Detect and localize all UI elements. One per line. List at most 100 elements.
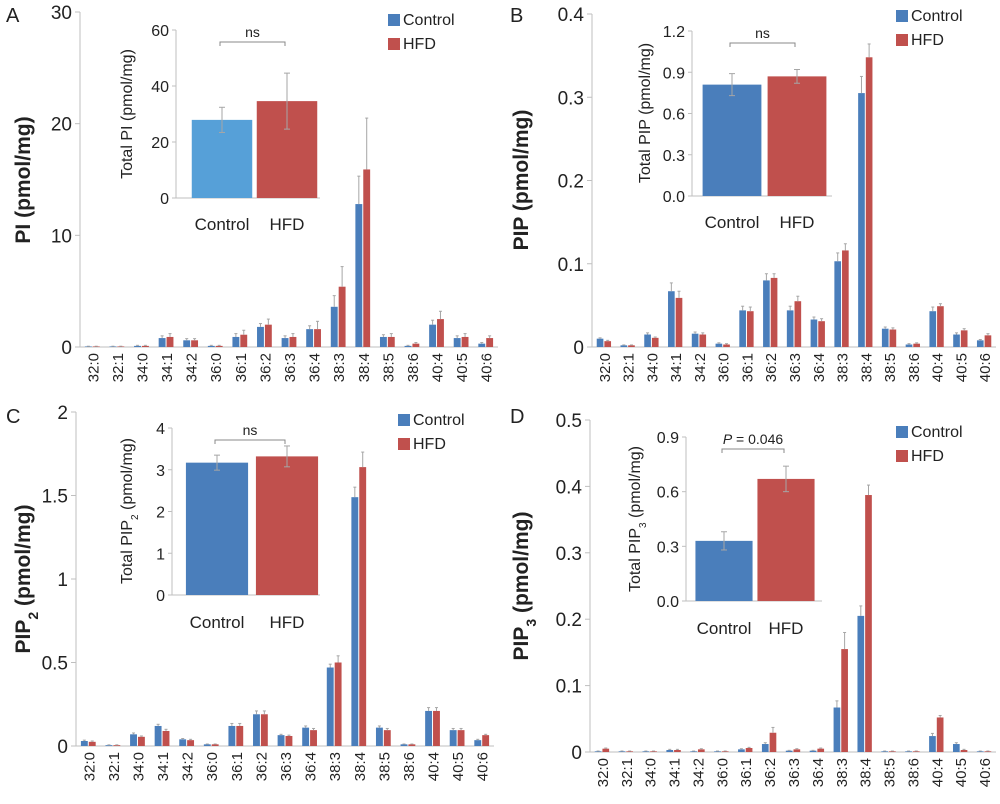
inset-y-axis-label: Total PIP3 (pmol/mg)	[627, 446, 649, 592]
bar-control	[881, 751, 889, 752]
y-axis-label: PIP2 (pmol/mg)	[12, 505, 41, 654]
x-tick-label: 38:6	[405, 353, 422, 382]
inset-y-tick-label: 0	[160, 191, 169, 208]
bar-control	[786, 310, 794, 347]
y-tick-label: 0.2	[558, 172, 584, 193]
y-tick-label: 0.3	[556, 544, 582, 565]
inset-y-axis-label: Total PI (pmol/mg)	[119, 49, 136, 179]
x-tick-label: 38:3	[835, 353, 852, 382]
x-tick-label: 36:3	[282, 353, 299, 382]
y-tick-label: 0.1	[558, 255, 584, 276]
inset-x-tick-label: Control	[195, 215, 250, 234]
x-tick-label: 38:5	[376, 752, 393, 781]
bar-control	[763, 280, 770, 347]
legend-swatch-control	[896, 10, 908, 22]
inset-y-tick-label: 2	[156, 505, 165, 522]
panel-b: B 0 0.1 0.2 0.3 0.4 PIP (pmol/mg) 32:0 32:1 34:0…	[510, 5, 996, 382]
significance-bracket	[721, 448, 785, 453]
bar-hfd	[651, 337, 659, 347]
y-tick-label: 20	[51, 115, 72, 136]
bar-control	[105, 745, 113, 746]
significance-bracket	[729, 42, 796, 47]
bar-hfd	[842, 250, 849, 347]
bar-hfd	[461, 336, 469, 347]
bar-hfd	[264, 324, 272, 347]
bar-control	[929, 311, 937, 347]
inset-chart: 0.0 0.3 0.6 0.9 1.2 Total PIP (pmol/mg) Contro…	[637, 24, 832, 232]
bar-hfd	[166, 336, 174, 347]
bar-hfd	[723, 344, 730, 347]
bar-hfd	[937, 306, 944, 347]
bar-control	[668, 291, 675, 347]
y-tick-label: 1	[57, 570, 68, 591]
x-tick-label: 34:0	[134, 353, 151, 382]
bar-hfd	[260, 714, 268, 746]
panel-letter-c: C	[6, 406, 20, 428]
bar-control	[857, 615, 865, 752]
x-tick-label: 36:0	[208, 353, 225, 382]
bar-hfd	[191, 340, 199, 347]
bar-hfd	[602, 748, 610, 752]
bar-control	[379, 336, 387, 347]
inset-y-tick-label: 1.2	[663, 24, 685, 41]
bar-control	[404, 345, 412, 347]
panel-c: C 0 0.5 1 1.5 2 PIP2 (pmol/mg) 32:0 32:1 34:0 34:…	[6, 403, 494, 781]
bar-control	[834, 261, 842, 347]
bar-hfd	[770, 277, 778, 347]
legend-swatch-control	[896, 426, 908, 438]
y-tick-label: 30	[51, 3, 72, 24]
bar-hfd	[162, 730, 170, 746]
x-tick-label: 40:6	[977, 758, 994, 787]
x-tick-label: 40:6	[977, 353, 994, 382]
y-tick-label: 0	[57, 737, 68, 758]
legend-label-hfd: HFD	[413, 436, 446, 453]
legend-swatch-hfd	[398, 438, 410, 450]
bar-control	[277, 735, 285, 746]
x-tick-label: 34:0	[130, 752, 147, 781]
bar-control	[976, 340, 984, 347]
bar-hfd	[675, 297, 683, 347]
inset-x-tick-label: HFD	[780, 213, 815, 232]
bar-hfd	[912, 751, 920, 752]
bar-hfd	[936, 717, 944, 752]
bar-control	[326, 667, 334, 746]
x-tick-label: 38:6	[401, 752, 418, 781]
x-tick-label: 32:1	[621, 353, 638, 382]
y-tick-label: 2	[57, 403, 68, 424]
inset-y-tick-label: 0.9	[657, 430, 679, 447]
inset-chart: 0 20 40 60 Total PI (pmol/mg) Control HFD ns	[119, 23, 320, 234]
bar-hfd	[387, 336, 395, 347]
inset-y-tick-label: 60	[151, 23, 169, 40]
bar-hfd	[359, 467, 367, 746]
bar-hfd	[984, 751, 992, 752]
bar-control	[644, 334, 651, 347]
x-tick-label: 32:1	[619, 758, 636, 787]
bar-hfd	[310, 730, 317, 746]
x-tick-label: 38:4	[858, 758, 875, 787]
bar-hfd	[960, 750, 968, 752]
legend-swatch-hfd	[388, 38, 400, 50]
x-tick-label: 38:5	[882, 353, 899, 382]
bar-hfd	[92, 346, 100, 347]
bar-hfd	[236, 725, 244, 746]
panel-letter-a: A	[6, 5, 20, 27]
bar-hfd	[141, 345, 149, 347]
significance-bracket	[219, 41, 286, 46]
panel-letter-b: B	[510, 5, 523, 27]
y-axis-label: PIP3 (pmol/mg)	[510, 512, 539, 661]
bar-hfd	[841, 649, 848, 752]
bar-hfd	[818, 321, 825, 347]
bar-hfd	[817, 748, 825, 752]
inset-y-axis-label: Total PIP2 (pmol/mg)	[119, 438, 141, 584]
inset-y-axis-label: Total PIP (pmol/mg)	[637, 43, 654, 183]
bar-control	[620, 345, 628, 347]
bar-hfd	[721, 751, 729, 752]
bar-control	[738, 749, 745, 752]
bar-hfd	[408, 744, 416, 746]
bar-control	[134, 345, 141, 347]
inset-y-tick-label: 4	[156, 421, 165, 438]
bar-control	[179, 739, 187, 746]
bar-control	[281, 338, 289, 347]
bar-hfd	[865, 57, 873, 347]
bar-control	[330, 306, 338, 347]
